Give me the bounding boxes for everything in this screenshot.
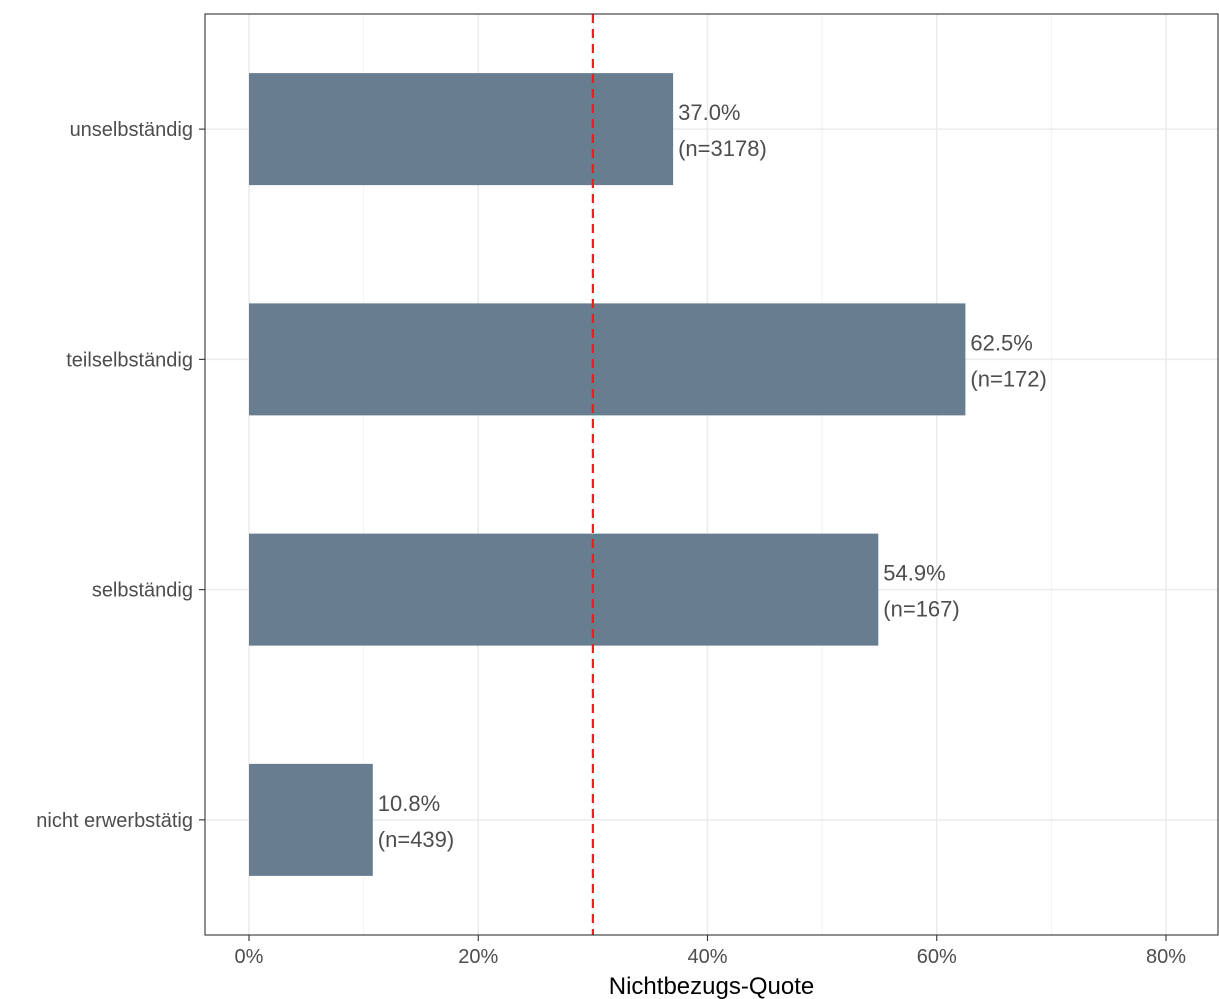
- panel-border: [204, 13, 1219, 936]
- bar-n-label: (n=167): [883, 597, 959, 622]
- bar-value-label: 54.9%: [883, 561, 945, 586]
- x-tick-label: 0%: [235, 946, 264, 968]
- bar-value-label: 37.0%: [678, 100, 740, 125]
- axis-layer: unselbständig teilselbständig selbständig n…: [36, 119, 1186, 968]
- y-tick-label: selbständig: [92, 580, 193, 602]
- y-tick-label: unselbständig: [70, 119, 193, 141]
- y-tick-label: nicht erwerbstätig: [36, 810, 193, 832]
- x-tick-label: 40%: [687, 946, 727, 968]
- bar-layer: 37.0% (n=3178) 62.5% (n=172) 54.9% (n=167) 10.…: [249, 73, 1047, 876]
- bar: [249, 533, 879, 646]
- x-tick-label: 80%: [1146, 946, 1186, 968]
- bar-value-label: 62.5%: [970, 330, 1032, 355]
- x-tick-label: 20%: [458, 946, 498, 968]
- y-tick-label: teilselbständig: [66, 349, 193, 371]
- bar: [249, 763, 373, 876]
- x-axis-title: Nichtbezugs-Quote: [609, 973, 814, 999]
- bar: [249, 73, 674, 186]
- bar-n-label: (n=3178): [678, 136, 767, 161]
- bar: [249, 303, 966, 416]
- bar-n-label: (n=172): [970, 366, 1046, 391]
- bar-value-label: 10.8%: [378, 791, 440, 816]
- bar-n-label: (n=439): [378, 827, 454, 852]
- x-tick-label: 60%: [917, 946, 957, 968]
